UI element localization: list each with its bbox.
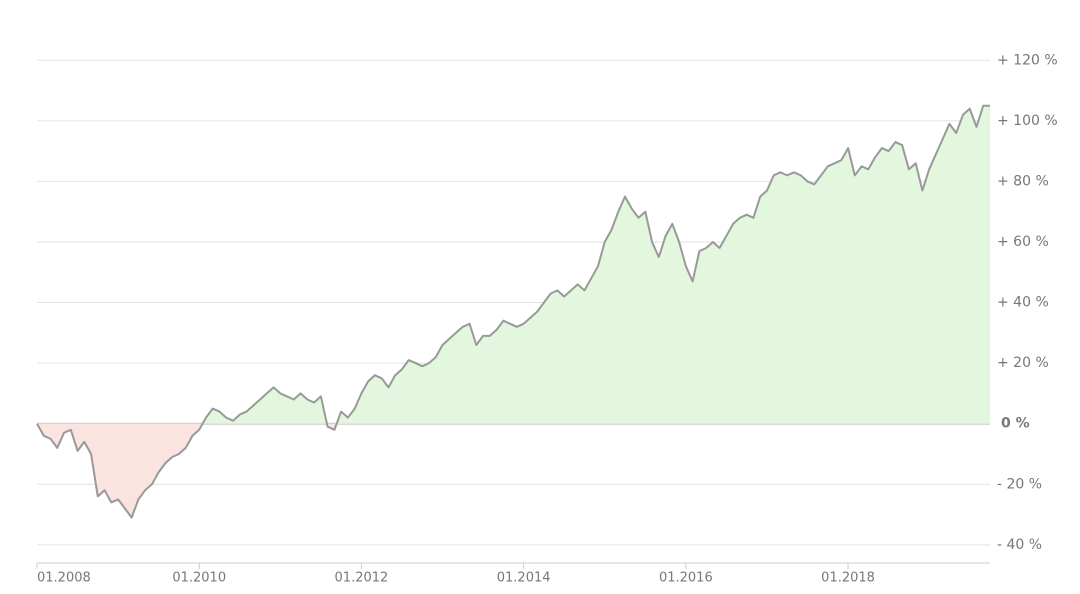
x-tick-label: 01.2016 xyxy=(659,571,713,586)
line xyxy=(36,104,990,519)
positive-area xyxy=(37,105,990,424)
negative-area xyxy=(37,423,337,518)
x-tick-label: 01.2012 xyxy=(335,571,389,586)
x-tick-label: 01.2014 xyxy=(497,571,551,586)
y-tick-label: + 60 % xyxy=(997,234,1049,250)
y-tick-label: + 40 % xyxy=(997,295,1049,311)
y-tick-label: + 20 % xyxy=(997,355,1049,371)
y-tick-label: 0 % xyxy=(1001,416,1030,432)
x-tick-label: 01.2010 xyxy=(172,571,226,586)
y-tick-label: - 20 % xyxy=(997,476,1042,492)
y-tick-label: + 100 % xyxy=(997,113,1058,129)
y-tick-label: - 40 % xyxy=(997,537,1042,553)
x-tick-label: 01.2008 xyxy=(37,571,91,586)
x-tick-label: 01.2018 xyxy=(821,571,875,586)
y-tick-label: + 120 % xyxy=(997,52,1058,68)
y-tick-label: + 80 % xyxy=(997,173,1049,189)
